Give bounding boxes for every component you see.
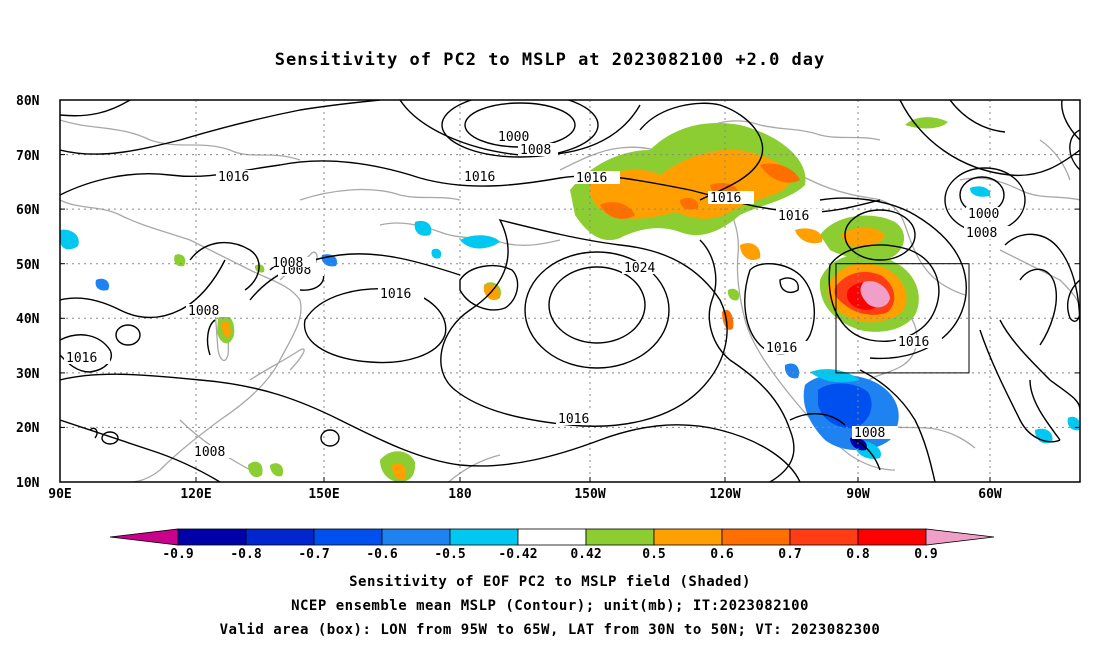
contour-label: 1016	[710, 191, 741, 206]
contour-label: 1016	[380, 287, 411, 302]
lon-label: 60W	[978, 487, 1002, 502]
colorbar-label: -0.42	[498, 547, 537, 562]
colorbar-label: 0.8	[846, 547, 870, 562]
valid-area-box	[835, 263, 970, 374]
lon-label: 120E	[180, 487, 211, 502]
colorbar-label: -0.5	[434, 547, 465, 562]
caption-line-2: NCEP ensemble mean MSLP (Contour); unit(…	[291, 598, 809, 614]
lat-label: 20N	[16, 421, 40, 436]
colorbar-swatch	[177, 528, 247, 546]
colorbar-left-arrow	[109, 528, 179, 546]
colorbar-swatch	[449, 528, 519, 546]
lat-label: 10N	[16, 476, 40, 491]
contour-label: 1008	[272, 256, 303, 271]
colorbar-label: 0.6	[710, 547, 734, 562]
colorbar-label: 0.7	[778, 547, 801, 562]
contour-label: 1008	[966, 226, 997, 241]
colorbar-right-arrow	[925, 528, 995, 546]
colorbar-label: -0.9	[162, 547, 193, 562]
lat-label: 60N	[16, 203, 40, 218]
lat-label: 50N	[16, 258, 40, 273]
graticule	[60, 100, 1080, 482]
colorbar: -0.9 -0.8 -0.7 -0.6 -0.5 -0.42 0.42 0.5 0.6 0.7 0.…	[109, 528, 995, 562]
caption-line-3: Valid area (box): LON from 95W to 65W, L…	[219, 622, 881, 638]
contour-label: 1000	[498, 130, 529, 145]
shaded-sensitivity	[60, 117, 1080, 482]
contour-label: 1008	[194, 445, 225, 460]
contour-label: 1016	[778, 209, 809, 224]
contour-label: 1016	[66, 351, 97, 366]
latitude-labels: 80N 70N 60N 50N 40N 30N 20N 10N	[16, 94, 40, 491]
contour-label: 1016	[898, 335, 929, 350]
contour-label: 1016	[766, 341, 797, 356]
lon-label: 180	[448, 487, 472, 502]
lat-label: 70N	[16, 149, 40, 164]
lat-label: 30N	[16, 367, 40, 382]
colorbar-swatch	[517, 528, 587, 546]
colorbar-swatch	[381, 528, 451, 546]
colorbar-swatch	[653, 528, 723, 546]
colorbar-swatch	[313, 528, 383, 546]
colorbar-label: -0.7	[298, 547, 329, 562]
contour-label: 1024	[624, 261, 655, 276]
contour-label: 1008	[188, 304, 219, 319]
contour-label: 1008	[854, 426, 885, 441]
lon-label: 120W	[709, 487, 740, 502]
lat-label: 40N	[16, 312, 40, 327]
map-title: Sensitivity of PC2 to MSLP at 2023082100…	[274, 50, 826, 70]
contour-labels: 1000 1008 1016 1016 1016 1016 1000 1008 …	[64, 130, 1012, 460]
colorbar-label: -0.8	[230, 547, 261, 562]
contour-label: 1008	[520, 143, 551, 158]
lon-label: 90W	[846, 487, 870, 502]
contour-label: 1016	[464, 170, 495, 185]
lat-label: 80N	[16, 94, 40, 109]
lon-label: 90E	[48, 487, 71, 502]
contour-label: 1016	[218, 170, 249, 185]
colorbar-swatch	[721, 528, 791, 546]
colorbar-swatch	[789, 528, 859, 546]
colorbar-label: 0.9	[914, 547, 937, 562]
lon-label: 150W	[574, 487, 605, 502]
axis-ticks	[60, 99, 1080, 482]
contour-label: 1016	[576, 171, 607, 186]
longitude-labels: 90E 120E 150E 180 150W 120W 90W 60W	[48, 487, 1002, 502]
caption-line-1: Sensitivity of EOF PC2 to MSLP field (Sh…	[349, 574, 751, 590]
colorbar-label: 0.5	[642, 547, 665, 562]
colorbar-swatch	[857, 528, 927, 546]
map-frame	[59, 99, 1081, 483]
colorbar-swatch	[585, 528, 655, 546]
colorbar-swatch	[245, 528, 315, 546]
lon-label: 150E	[308, 487, 339, 502]
colorbar-label: -0.6	[366, 547, 397, 562]
colorbar-label: 0.42	[570, 547, 601, 562]
contour-label: 1000	[968, 207, 999, 222]
contour-label: 1016	[558, 412, 589, 427]
